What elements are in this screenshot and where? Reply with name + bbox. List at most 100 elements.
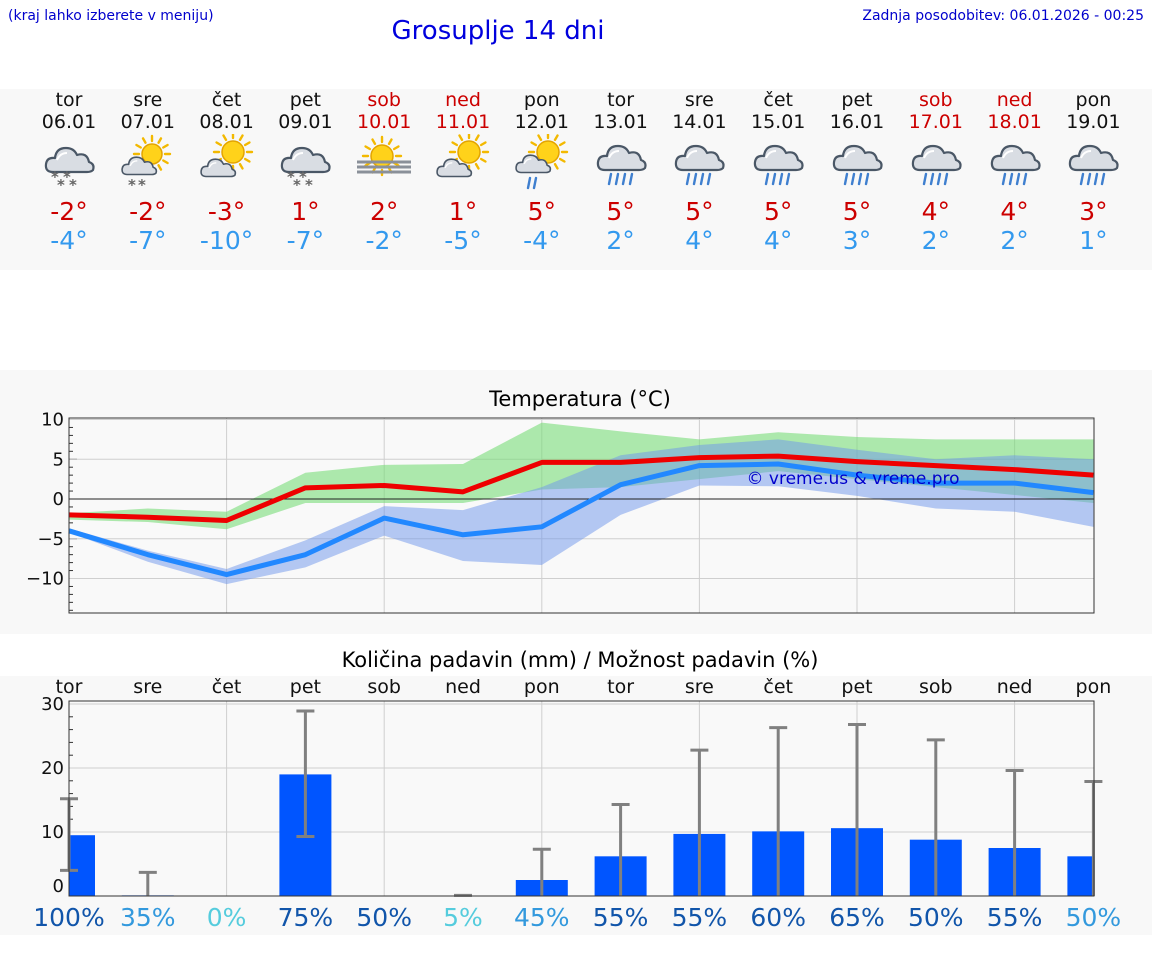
temp-min: 2°: [1000, 226, 1029, 255]
precip-probability: 100%: [33, 903, 105, 932]
cloud-outline: [675, 144, 725, 172]
cloud-shape: [44, 146, 95, 174]
day-date: 19.01: [1066, 111, 1121, 133]
y-tick-label: 5: [53, 449, 64, 470]
rain-drop: [785, 172, 791, 186]
cloud-outline: [199, 158, 236, 178]
precip-day-label: sre: [684, 676, 714, 698]
sun-ray: [364, 145, 372, 151]
last-updated: Zadnja posodobitev: 06.01.2026 - 00:25: [862, 8, 1144, 24]
sun-cloud-icon: [436, 134, 490, 178]
cloud-outline: [753, 144, 804, 172]
sun-cloud-icon: [199, 134, 253, 178]
cloud-outline: [436, 158, 473, 178]
temp-max: 5°: [685, 197, 714, 226]
sun-ray: [238, 134, 244, 142]
sun-ray: [157, 137, 162, 144]
y-tick-label: 0: [53, 489, 64, 510]
rain-drop: [693, 172, 698, 186]
cloud-rain-icon: [753, 144, 804, 186]
precip-probability: 45%: [514, 903, 570, 932]
y-tick-label: 0: [53, 876, 64, 897]
snowflake: *: [63, 168, 71, 186]
rain-drop: [1008, 172, 1013, 186]
temp-min: 2°: [606, 226, 635, 255]
rain-drop: [1015, 172, 1020, 186]
day-name: sre: [684, 89, 714, 111]
day-date: 06.01: [41, 111, 97, 133]
sun-ray: [387, 138, 393, 146]
precip-probability: 55%: [986, 903, 1043, 932]
temp-max: 5°: [763, 197, 793, 226]
rain-drop: [929, 172, 934, 186]
rain-drop: [1094, 172, 1099, 186]
day-name: čet: [211, 89, 242, 111]
rain-drop: [778, 172, 784, 186]
snowflake: *: [299, 168, 307, 186]
cloud-outline: [1069, 144, 1119, 172]
sun-ray: [530, 141, 537, 147]
rain-drop: [771, 172, 777, 186]
cloud-shape: [596, 144, 647, 172]
y-tick-label: −5: [37, 529, 64, 550]
temp-min: -4°: [523, 226, 561, 255]
sun-ray: [371, 138, 377, 146]
precip-probability: 75%: [277, 903, 334, 932]
rain-drop: [686, 172, 691, 186]
rain-drop: [936, 172, 941, 186]
temp-min: -2°: [365, 226, 403, 255]
sun-ray: [537, 134, 542, 142]
cloud-shape: [832, 144, 883, 172]
cloud-outline: [515, 154, 551, 174]
sun-ray: [243, 141, 251, 147]
temp-max: -3°: [207, 197, 246, 226]
y-tick-label: 20: [41, 758, 64, 779]
sun-ray: [238, 162, 244, 170]
sun-ray: [157, 164, 162, 171]
snowflake: *: [138, 176, 146, 194]
cloud-outline: [44, 146, 95, 174]
precip-day-label: sre: [133, 676, 163, 698]
sun-ray: [214, 141, 222, 147]
rain-drop: [764, 172, 770, 186]
y-tick-label: 10: [41, 410, 64, 431]
temp-max: 4°: [921, 197, 950, 226]
cloud-highlight: [1001, 150, 1013, 159]
cloud-outline: [281, 146, 331, 174]
temp-min: 3°: [842, 226, 872, 255]
precip-chart: 30 20 10 0: [41, 695, 1103, 897]
sun-ray: [474, 134, 480, 142]
day-name: ned: [445, 89, 481, 111]
sun-ray: [553, 162, 559, 170]
cloud-highlight: [607, 150, 619, 159]
day-name: sob: [367, 89, 401, 111]
sun-ray: [221, 134, 227, 142]
cloud-rain-icon: [911, 144, 962, 186]
plot-border: [68, 700, 1095, 897]
cloud-highlight: [208, 162, 216, 169]
temp-max: 5°: [842, 197, 872, 226]
sun-ray: [553, 134, 559, 142]
day-name: čet: [763, 89, 793, 111]
cloud-outline: [832, 144, 883, 172]
temp-max: 1°: [291, 197, 320, 226]
temp-max: 5°: [606, 197, 635, 226]
cloud-shape: [515, 154, 551, 174]
day-name: tor: [55, 89, 83, 111]
cloud-shape: [675, 144, 725, 172]
snowflake: *: [287, 168, 295, 186]
watermark: © vreme.us & vreme.pro: [746, 469, 959, 489]
cloud-snow-icon: * ** *: [44, 146, 95, 194]
cloud-outline: [911, 144, 962, 172]
sun-cloud-snow-icon: * *: [121, 134, 171, 194]
precip-probability: 60%: [750, 903, 806, 932]
cloud-snow-icon: * ** *: [281, 146, 331, 194]
precip-day-label: pet: [841, 676, 873, 698]
temp-min: -7°: [129, 226, 167, 255]
day-name: sob: [919, 89, 953, 111]
sun-ray: [451, 141, 459, 147]
day-name: pon: [1075, 89, 1112, 111]
rain-drop: [628, 172, 633, 186]
cloud-rain-icon: [990, 144, 1041, 186]
day-date: 07.01: [120, 111, 175, 133]
